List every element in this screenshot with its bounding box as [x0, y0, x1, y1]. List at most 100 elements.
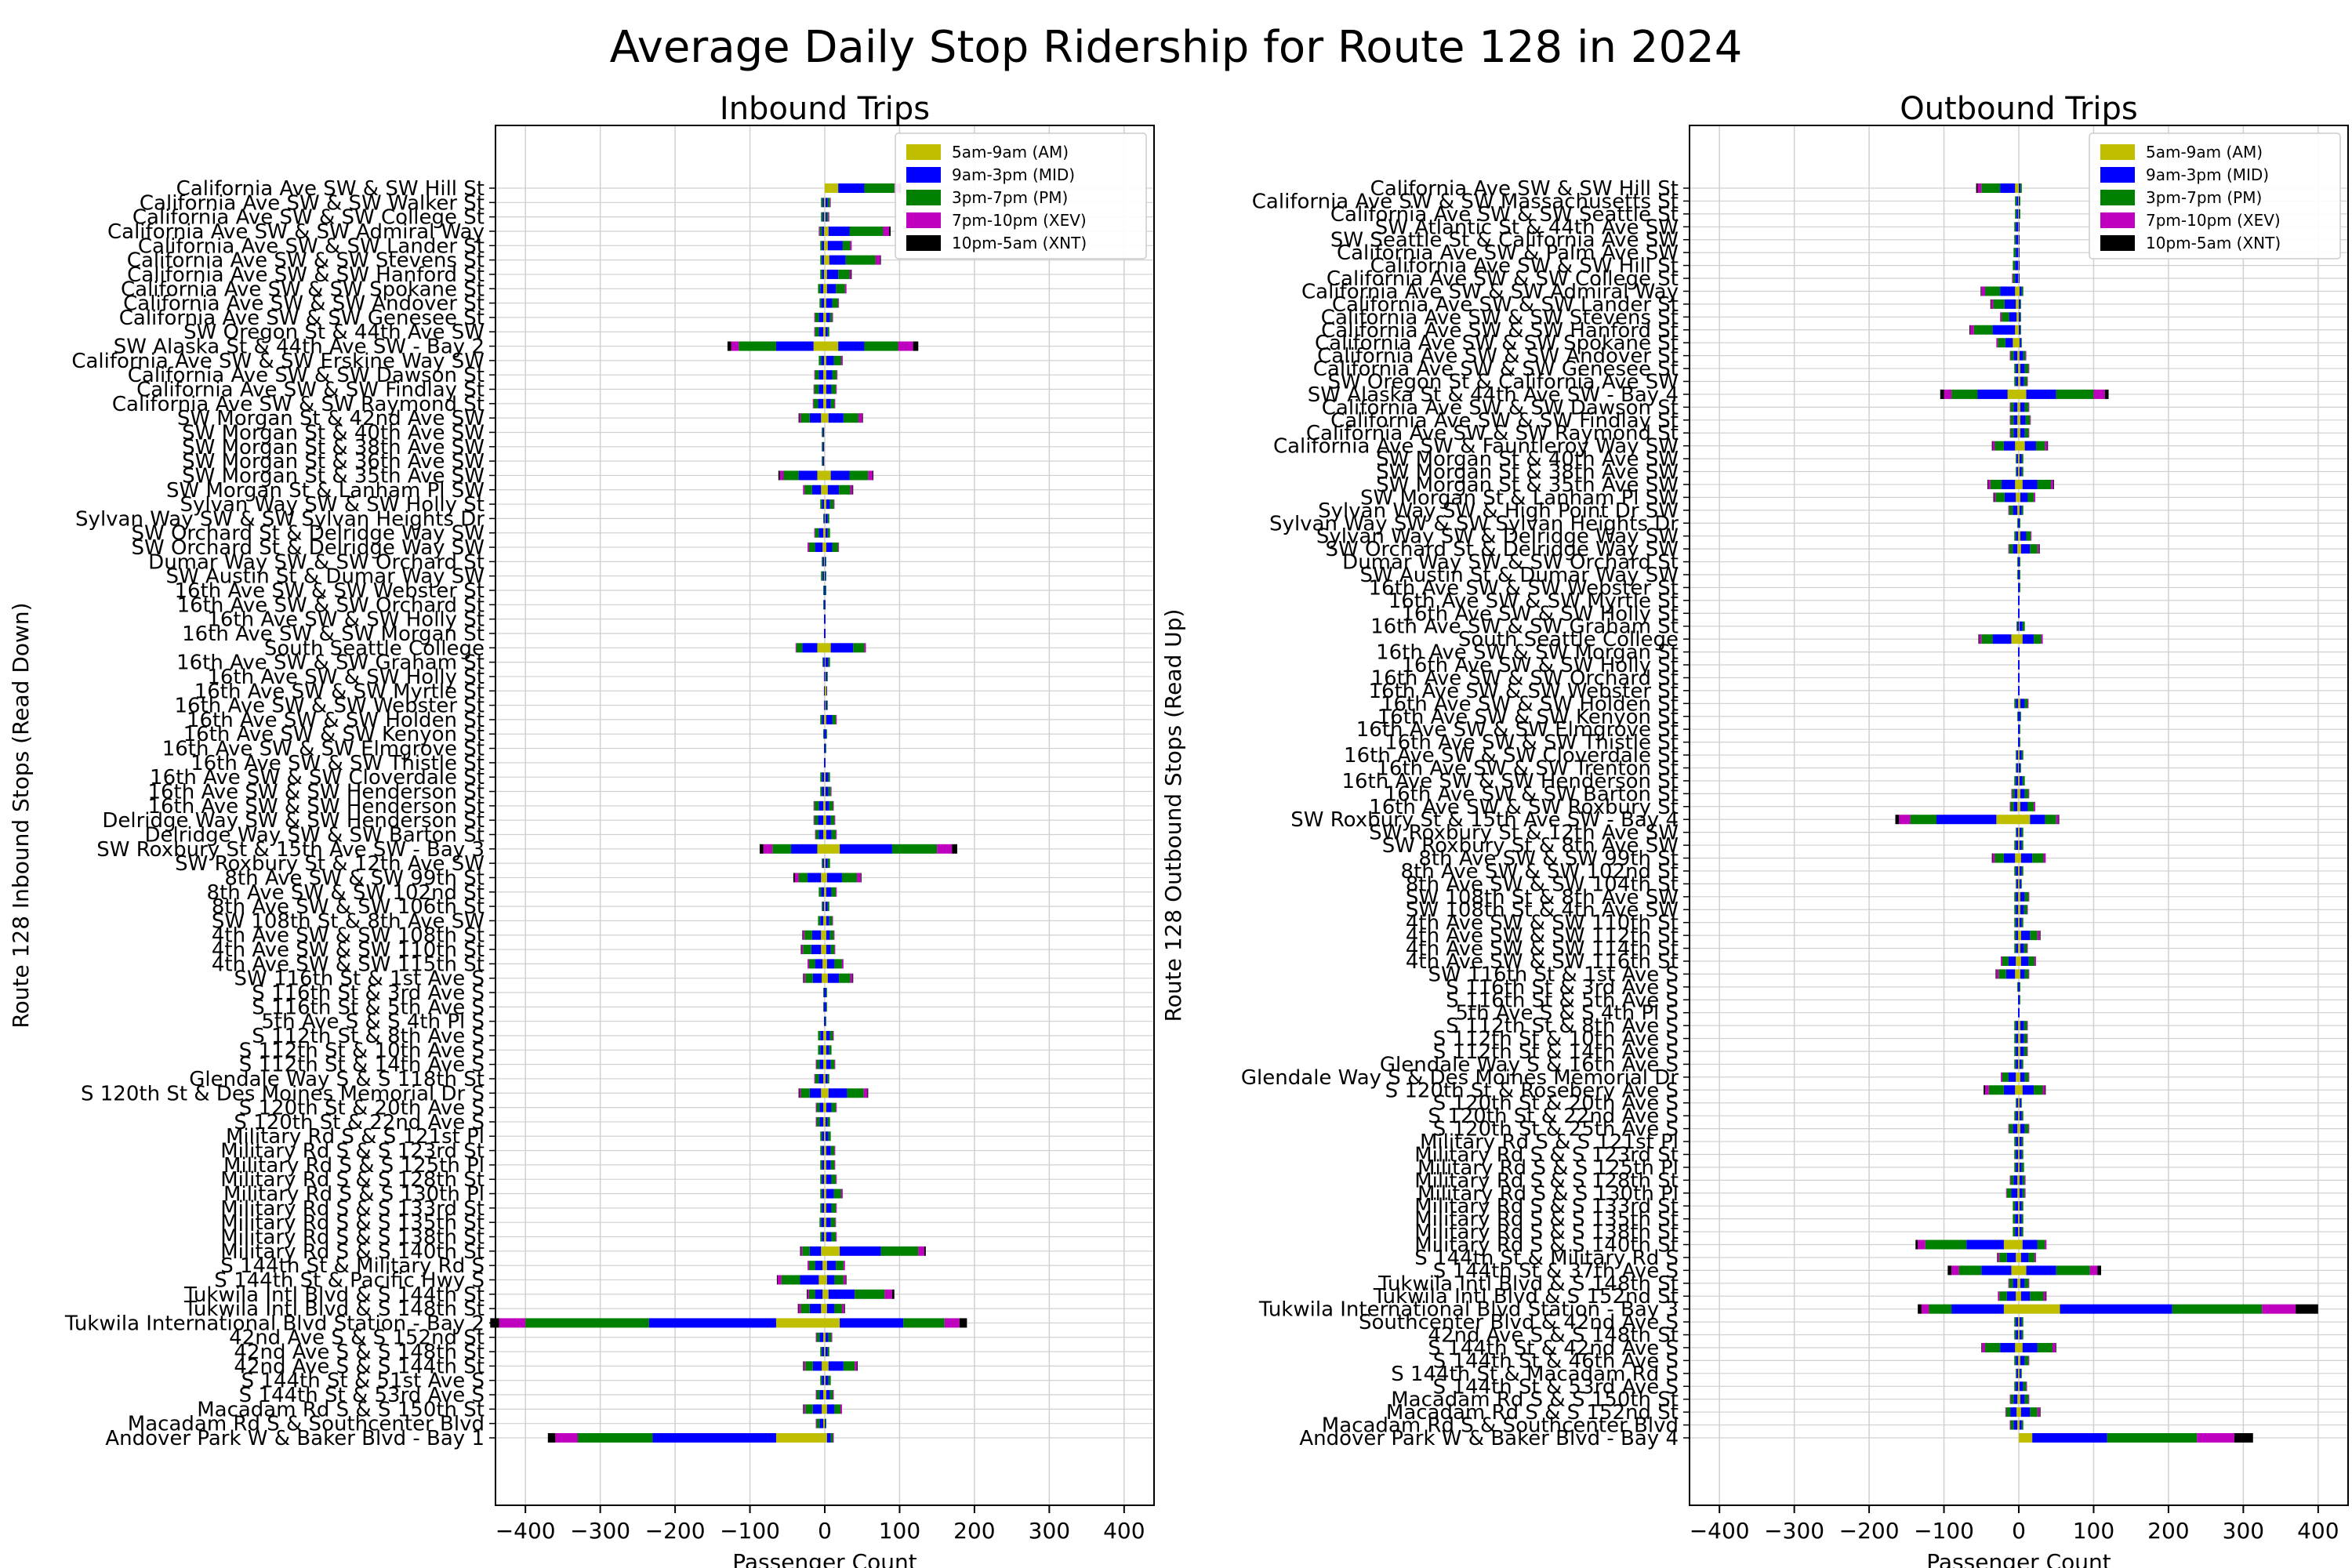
- bar-segment-boarding: [2019, 801, 2020, 811]
- bar-segment-boarding: [844, 1304, 845, 1314]
- bar-segment-boarding: [2045, 1240, 2047, 1250]
- bar-segment-alighting: [824, 671, 825, 681]
- bar-segment-boarding: [834, 945, 836, 955]
- bar-segment-boarding: [2020, 312, 2021, 322]
- bar-segment-boarding: [2028, 1072, 2030, 1082]
- bar-segment-alighting: [803, 945, 811, 955]
- bar-segment-boarding: [2021, 1059, 2024, 1069]
- bar-segment-alighting: [819, 226, 822, 236]
- bar-segment-boarding: [2019, 1111, 2022, 1121]
- bar-segment-alighting: [1992, 634, 2012, 644]
- bar-segment-boarding: [829, 198, 831, 208]
- bar-segment-alighting: [818, 327, 824, 337]
- bar-segment-boarding: [2019, 299, 2020, 309]
- bar-segment-alighting: [818, 1045, 821, 1055]
- bar-segment-boarding: [825, 1145, 826, 1156]
- bar-segment-boarding: [2019, 685, 2020, 695]
- bar-segment-boarding: [2034, 956, 2036, 966]
- bar-segment-alighting: [819, 1059, 824, 1069]
- bar-segment-alighting: [2009, 1278, 2013, 1288]
- bar-segment-boarding: [825, 198, 826, 208]
- y-tick-label: SW Morgan St & Lanham Pl SW: [1360, 486, 1679, 510]
- bar-segment-boarding: [832, 543, 839, 553]
- bar-segment-boarding: [2045, 815, 2056, 825]
- bar-segment-alighting: [824, 456, 825, 466]
- bar-segment-alighting: [2017, 569, 2019, 579]
- y-tick-label: 4th Ave SW & SW 110th St: [212, 938, 485, 962]
- bar-segment-boarding: [825, 1203, 826, 1213]
- bar-segment-boarding: [2020, 801, 2028, 811]
- bar-segment-boarding: [2019, 1278, 2020, 1288]
- bar-segment-alighting: [2010, 801, 2014, 811]
- bar-segment-alighting: [823, 384, 825, 394]
- bar-segment-alighting: [2018, 557, 2019, 567]
- bar-segment-alighting: [803, 1404, 804, 1414]
- y-tick-label: California Ave SW & SW Stevens St: [1321, 306, 1679, 329]
- bar-segment-alighting: [821, 298, 825, 308]
- y-tick-label: Tukwila Intl Blvd & S 148th St: [183, 1298, 485, 1321]
- y-tick-label: 16th Ave SW & SW Orchard St: [177, 593, 485, 617]
- bar-segment-boarding: [2021, 1214, 2024, 1224]
- y-tick-label: S 144th St & Macadam Rd S: [1391, 1363, 1679, 1386]
- bar-segment-alighting: [812, 973, 822, 983]
- bar-segment-boarding: [2030, 1407, 2038, 1417]
- bar-segment-boarding: [825, 945, 826, 955]
- bar-segment-alighting: [2018, 1227, 2019, 1237]
- bar-segment-boarding: [884, 1289, 892, 1299]
- bar-segment-alighting: [1936, 815, 1997, 825]
- bar-segment-boarding: [2019, 840, 2022, 851]
- bar-segment-boarding: [2047, 441, 2049, 451]
- bar-segment-boarding: [825, 1116, 826, 1127]
- bar-segment-alighting: [2015, 183, 2019, 193]
- bar-segment-boarding: [864, 341, 898, 351]
- y-tick-label: Tukwila International Blvd Station - Bay…: [64, 1312, 485, 1335]
- bar-segment-boarding: [826, 930, 830, 940]
- bar-segment-boarding: [825, 398, 826, 408]
- bar-segment-boarding: [833, 1433, 834, 1443]
- bar-segment-boarding: [825, 1131, 829, 1142]
- y-tick-label: California Ave SW & SW Lander St: [1332, 293, 1679, 317]
- bar-segment-alighting: [822, 657, 824, 667]
- bar-segment-boarding: [2097, 1265, 2101, 1276]
- bar-segment-alighting: [820, 1232, 822, 1242]
- bar-segment-boarding: [825, 269, 827, 279]
- bar-segment-boarding: [2020, 905, 2024, 915]
- bar-segment-alighting: [2009, 1420, 2011, 1430]
- bar-segment-alighting: [797, 1304, 799, 1314]
- bar-segment-alighting: [814, 800, 819, 811]
- bar-segment-alighting: [2015, 1227, 2019, 1237]
- bar-segment-boarding: [2027, 699, 2029, 709]
- bar-segment-alighting: [2018, 840, 2019, 851]
- bar-segment-boarding: [2020, 1021, 2024, 1031]
- bar-segment-boarding: [2104, 389, 2109, 399]
- bar-segment-alighting: [821, 413, 825, 423]
- legend-swatch: [906, 235, 941, 251]
- chart-panel-inbound: −400 −300 −200 −100 0 100 200 300 400 California …: [8, 91, 1155, 1568]
- bar-segment-boarding: [825, 212, 826, 222]
- bar-segment-boarding: [2034, 1252, 2036, 1262]
- bar-segment-alighting: [2013, 350, 2018, 361]
- bar-segment-boarding: [2019, 1033, 2020, 1044]
- y-tick-label: S 144th St & 42nd Ave S: [1428, 1337, 1679, 1360]
- bar-segment-alighting: [1997, 1252, 1998, 1262]
- bar-segment-boarding: [826, 1261, 837, 1271]
- y-tick-label: California Ave SW & SW Hill St: [1370, 255, 1679, 278]
- bar-segment-boarding: [825, 686, 826, 696]
- bar-segment-alighting: [820, 1189, 822, 1199]
- y-tick-label: California Ave SW & SW Hanford St: [127, 263, 485, 287]
- bar-segment-alighting: [822, 226, 825, 236]
- bar-segment-boarding: [825, 1030, 826, 1040]
- bar-segment-boarding: [2028, 1394, 2030, 1404]
- y-tick-label: SW Atlantic St & 44th Ave SW: [1375, 216, 1679, 239]
- bar-segment-alighting: [807, 1289, 808, 1299]
- bar-segment-boarding: [825, 844, 840, 854]
- bar-segment-alighting: [819, 1218, 822, 1228]
- legend-swatch: [2100, 190, 2135, 205]
- bar-segment-boarding: [2019, 1188, 2020, 1198]
- bar-segment-boarding: [825, 815, 826, 826]
- bar-segment-boarding: [2022, 1342, 2038, 1352]
- bar-segment-alighting: [2014, 943, 2016, 953]
- y-tick-label: S 144th St & 53rd Ave S: [239, 1384, 485, 1407]
- bar-segment-alighting: [2000, 1342, 2016, 1352]
- bar-segment-alighting: [820, 1160, 822, 1170]
